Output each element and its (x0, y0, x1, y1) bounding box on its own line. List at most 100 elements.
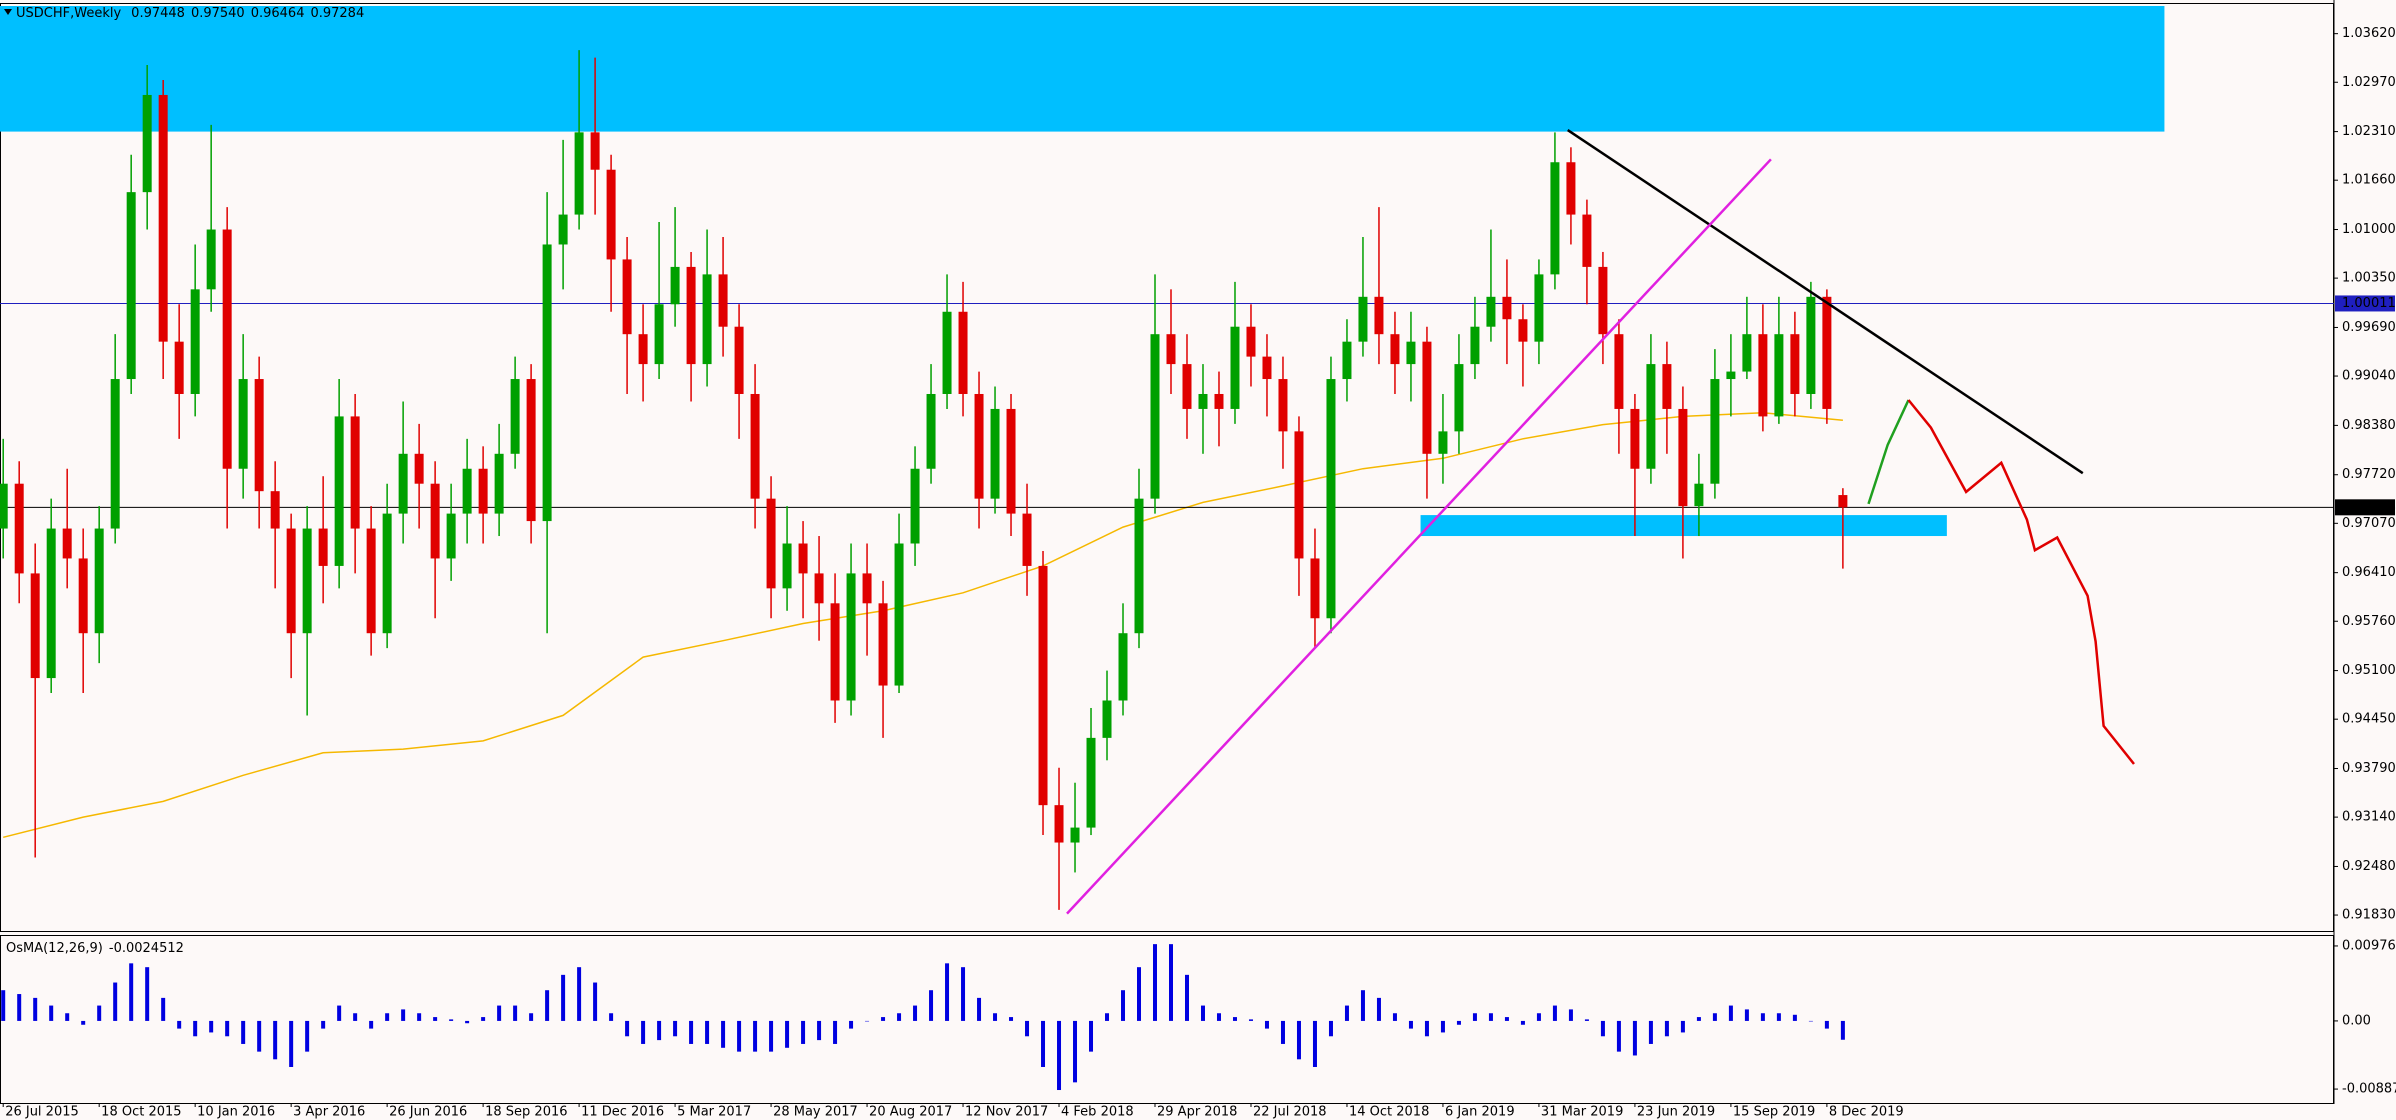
osma-bar (721, 1020, 726, 1048)
candle-body (1262, 356, 1272, 380)
osma-bar (993, 1013, 998, 1021)
candle-body (894, 543, 904, 686)
osma-bar (705, 1020, 710, 1044)
osma-bar (657, 1020, 662, 1041)
candle-body (830, 603, 840, 701)
osma-bar (673, 1020, 678, 1037)
osma-bar (1440, 1020, 1445, 1033)
y-tick-label: 0.95100 (2342, 663, 2396, 678)
x-tick-label: 11 Dec 2016 (581, 1105, 664, 1120)
osma-bar (785, 1020, 790, 1048)
osma-bar (273, 1020, 278, 1060)
low-label: 0.96464 (251, 6, 305, 21)
candle-body (1646, 364, 1656, 469)
candle-body (398, 453, 408, 514)
candle-body (1374, 296, 1384, 335)
candle-body (1358, 296, 1368, 342)
osma-bar (1184, 974, 1189, 1021)
candle-body (1582, 214, 1592, 267)
candle-body (878, 603, 888, 686)
osma-bar (1376, 997, 1381, 1021)
candle-body (206, 229, 216, 290)
osma-bar (929, 990, 934, 1021)
candle-body (1726, 371, 1736, 380)
osma-bar (1137, 967, 1142, 1021)
candle-body (1678, 408, 1688, 507)
candle-body (1614, 334, 1624, 409)
candle-body (430, 483, 440, 559)
candle-body (1518, 319, 1528, 342)
osma-bar (1232, 1017, 1237, 1021)
candle-body (654, 304, 664, 365)
candle-body (1166, 334, 1176, 365)
y-tick-label: 0.99040 (2342, 369, 2396, 384)
y-tick-label: 1.00350 (2342, 271, 2396, 286)
osma-bar (1632, 1020, 1637, 1056)
candle-body (270, 491, 280, 529)
candle-body (1470, 326, 1480, 365)
osma-bar (1824, 1020, 1829, 1029)
x-tick-label: 31 Mar 2019 (1541, 1105, 1623, 1120)
candle-body (126, 192, 136, 380)
indicator-value: -0.0024512 (109, 941, 184, 956)
y-tick-label: 0.96410 (2342, 565, 2396, 580)
osma-bar (1728, 1005, 1733, 1021)
osma-bar (33, 997, 38, 1021)
osma-bar (817, 1020, 822, 1041)
osma-bar (1041, 1020, 1046, 1067)
candle-body (526, 379, 536, 522)
osma-bar (1680, 1020, 1685, 1033)
zone (0, 6, 2165, 132)
osma-bar (1504, 1017, 1509, 1021)
candle-body (14, 483, 24, 574)
candle-body (286, 528, 296, 634)
x-tick-label: 18 Oct 2015 (101, 1105, 181, 1120)
candle-body (846, 573, 856, 701)
osma-bar (1264, 1020, 1269, 1029)
osma-bar (177, 1020, 182, 1029)
osma-bar (1344, 1005, 1349, 1021)
candle-body (1486, 296, 1496, 327)
level-label: 0.97284 (2342, 500, 2396, 515)
osma-bar (65, 1013, 70, 1021)
candle-body (318, 528, 328, 566)
osma-bar (289, 1020, 294, 1067)
osma-bar (849, 1020, 854, 1029)
header: USDCHF,Weekly 0.97448 0.97540 0.96464 0.9728… (16, 6, 364, 21)
candle-body (254, 379, 264, 492)
osma-bar (321, 1020, 326, 1029)
candle-body (1534, 274, 1544, 342)
osma-bar (497, 1005, 502, 1021)
candle-body (1278, 379, 1288, 432)
candle-body (142, 94, 152, 193)
candle-body (78, 558, 88, 634)
level-label-box (2335, 499, 2395, 516)
candle-body (1502, 296, 1512, 320)
osma-bar (961, 967, 966, 1021)
x-tick-label: 23 Jun 2019 (1637, 1105, 1715, 1120)
candle-body (1326, 379, 1336, 619)
candle-body (446, 513, 456, 559)
candle-body (366, 528, 376, 634)
x-tick-label: 5 Mar 2017 (677, 1105, 751, 1120)
osma-bar (593, 982, 598, 1021)
x-tick-label: 6 Jan 2019 (1445, 1105, 1515, 1120)
candle-body (750, 393, 760, 499)
close-label: 0.97284 (310, 6, 364, 21)
trend-line (1567, 129, 2084, 475)
plot-layer: 1.03620 1.02970 1.02310 1.01660 1.01000 1.003… (0, 6, 2396, 1120)
candle-body (1342, 341, 1352, 380)
trend-line (1066, 158, 1772, 915)
osma-bar (1792, 1014, 1797, 1021)
osma-bar (881, 1017, 886, 1021)
osma-bar (1, 990, 6, 1021)
y-tick-label: 1.01000 (2342, 222, 2396, 237)
osma-bar (1696, 1017, 1701, 1021)
osma-bar (689, 1020, 694, 1044)
osma-bar (1057, 1020, 1062, 1091)
osma-bar (897, 1013, 902, 1021)
candle-body (174, 341, 184, 394)
osma-bar (1168, 944, 1173, 1021)
zone (1420, 515, 1947, 537)
